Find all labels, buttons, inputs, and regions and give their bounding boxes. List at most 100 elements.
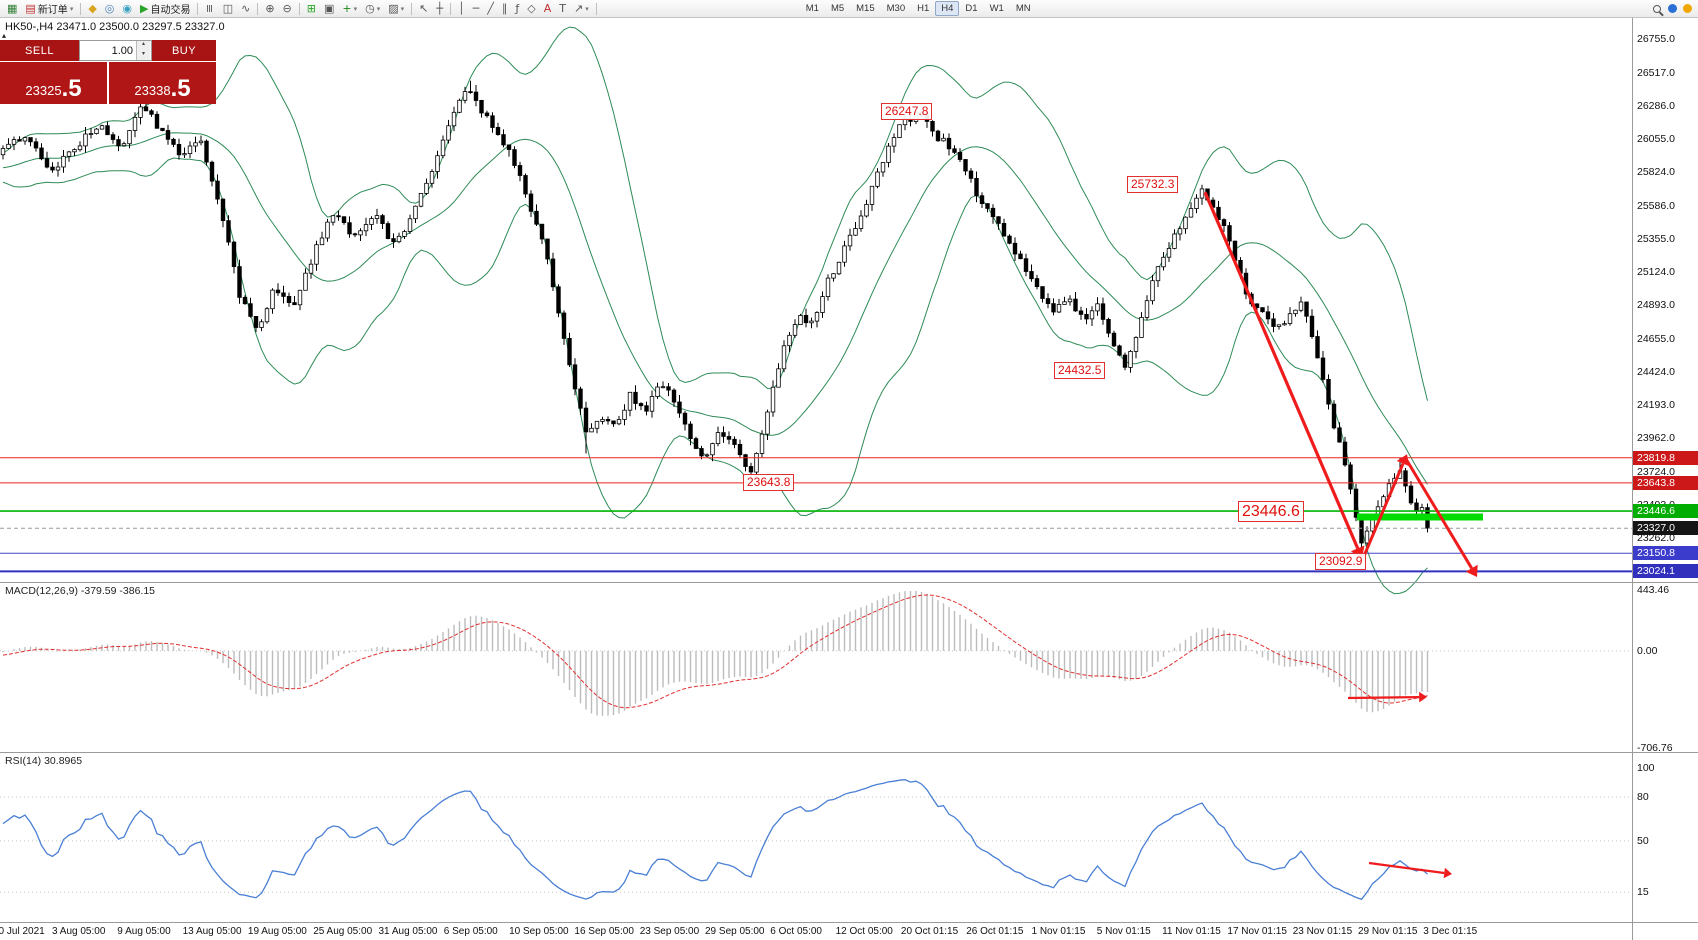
fibonacci-button[interactable]: ƒ <box>511 1 523 17</box>
time-axis-label: 19 Aug 05:00 <box>247 926 307 937</box>
tile-windows-icon: ⊞ <box>306 2 316 15</box>
sell-button[interactable]: SELL <box>0 40 79 61</box>
metaeditor-button[interactable]: ◆ <box>84 1 100 17</box>
price-axis-tick: 23724.0 <box>1637 465 1675 478</box>
buy-price-int: 23338 <box>134 83 171 98</box>
time-axis-label: 11 Nov 01:15 <box>1162 926 1221 937</box>
text-icon: A <box>543 2 552 15</box>
macd-axis-value: -706.76 <box>1637 742 1673 754</box>
chart-title: HK50-,H4 23471.0 23500.0 23297.5 23327.0 <box>5 21 225 33</box>
price-axis-separator[interactable] <box>1632 18 1633 940</box>
time-axis-label: 16 Sep 05:00 <box>574 926 634 937</box>
rsi-axis-value: 80 <box>1637 791 1649 803</box>
rsi-panel-splitter[interactable] <box>0 752 1698 753</box>
chevron-down-icon: ▾ <box>69 4 74 13</box>
sell-price[interactable]: 23325.5 <box>0 62 107 104</box>
timeframe-mn-button[interactable]: MN <box>1015 3 1031 14</box>
new-order-button[interactable]: ▤ 新订单 ▾ <box>21 1 77 17</box>
search-icon <box>1653 4 1661 13</box>
timeframe-m1-button[interactable]: M1 <box>805 3 819 14</box>
trendline-button[interactable]: ╱ <box>483 1 498 17</box>
one-click-panel-toggle[interactable]: ▴ <box>2 31 7 40</box>
volume-input[interactable] <box>80 41 136 60</box>
fibonacci-icon: ƒ <box>515 2 520 15</box>
crosshair-button[interactable]: ┼ <box>432 1 447 17</box>
price-tag: 23327.0 <box>1633 521 1698 536</box>
search-button[interactable] <box>1649 1 1665 17</box>
zoom-out-icon: ⊖ <box>282 2 292 15</box>
sell-price-frac: .5 <box>61 75 82 102</box>
timeframe-m5-button[interactable]: M5 <box>830 3 845 14</box>
templates-icon: ▨ <box>388 2 399 15</box>
text-button[interactable]: A <box>540 1 556 17</box>
chevron-down-icon: ▾ <box>400 4 405 13</box>
profiles-button[interactable]: ◎ <box>101 1 119 17</box>
new-order-icon: ▤ <box>25 2 36 15</box>
toolbar-separator <box>80 2 82 15</box>
shapes-button[interactable]: ◇ <box>523 1 539 17</box>
trend-arrows[interactable] <box>1203 191 1478 578</box>
price-callout: 23643.8 <box>743 474 795 492</box>
channel-button[interactable]: ∥ <box>498 1 512 17</box>
horizontal-line-button[interactable]: ─ <box>469 1 484 17</box>
toolbar-separator <box>298 2 300 15</box>
arrows-tool-icon: ↗ <box>574 2 584 15</box>
label-icon: T <box>559 2 566 15</box>
macd-panel-splitter[interactable] <box>0 582 1698 583</box>
templates-button[interactable]: ▨ ▾ <box>384 1 408 17</box>
time-axis-label: 12 Oct 05:00 <box>835 926 893 937</box>
bar-chart-button[interactable]: ≡ <box>201 1 218 17</box>
price-axis-tick: 26055.0 <box>1637 132 1675 145</box>
vertical-line-button[interactable]: │ <box>454 1 469 17</box>
volume-up-button[interactable]: ▴ <box>137 41 150 51</box>
channel-icon: ∥ <box>501 2 508 15</box>
timeframe-m30-button[interactable]: M30 <box>886 3 906 14</box>
timeframe-h1-button[interactable]: H1 <box>917 3 930 14</box>
timeframe-w1-button[interactable]: W1 <box>989 3 1004 14</box>
timeframe-d1-button[interactable]: D1 <box>965 3 978 14</box>
sell-price-int: 23325 <box>25 83 62 98</box>
autotrading-button[interactable]: ▶ 自动交易 <box>136 1 194 17</box>
rsi-label: RSI(14) 30.8965 <box>5 755 83 767</box>
buy-button[interactable]: BUY <box>152 40 216 61</box>
price-axis-tick: 24193.0 <box>1637 398 1675 411</box>
label-button[interactable]: T <box>555 1 570 17</box>
new-order-label: 新订单 <box>37 5 68 16</box>
volume-down-button[interactable]: ▾ <box>137 50 150 60</box>
time-axis[interactable]: 30 Jul 2021 3 Aug 05:00 9 Aug 05:00 13 Aug … <box>0 923 1632 940</box>
price-axis-tick: 25355.0 <box>1637 232 1675 245</box>
cascade-windows-button[interactable]: ▣ <box>320 1 338 17</box>
chevron-down-icon: ▾ <box>585 4 589 13</box>
horizontal-level-lines[interactable] <box>0 457 1632 573</box>
status-blue-button[interactable] <box>1668 4 1677 13</box>
status-yellow-button[interactable] <box>1683 4 1692 13</box>
price-axis-tick: 23962.0 <box>1637 431 1675 444</box>
cursor-button[interactable]: ↖ <box>415 1 432 17</box>
alerts-button[interactable]: ◉ <box>118 1 136 17</box>
toolbar-separator <box>197 2 199 15</box>
periods-button[interactable]: ◷ ▾ <box>361 1 384 17</box>
time-axis-label: 3 Aug 05:00 <box>52 926 106 937</box>
timeframe-h4-button[interactable]: H4 <box>935 1 960 16</box>
arrows-tool-button[interactable]: ↗ ▾ <box>570 1 593 17</box>
zoom-in-button[interactable]: ⊕ <box>261 1 278 17</box>
price-axis-tick: 25124.0 <box>1637 265 1675 278</box>
time-axis-label: 29 Sep 05:00 <box>705 926 765 937</box>
candle-chart-button[interactable]: ◫ <box>219 1 237 17</box>
profiles-icon: ◎ <box>104 2 115 15</box>
trendline-icon: ╱ <box>487 2 494 15</box>
price-tag: 23446.6 <box>1633 504 1698 519</box>
macd-axis-value: 443.46 <box>1637 584 1670 596</box>
price-axis-tick: 25586.0 <box>1637 199 1675 212</box>
chart-window-button[interactable]: ▦ <box>3 1 21 17</box>
buy-price[interactable]: 23338.5 <box>109 62 216 104</box>
line-chart-button[interactable]: ∿ <box>237 1 254 17</box>
tile-windows-button[interactable]: ⊞ <box>303 1 320 17</box>
zoom-out-button[interactable]: ⊖ <box>279 1 296 17</box>
macd-signal-line <box>2 594 1428 709</box>
buy-price-frac: .5 <box>170 75 191 102</box>
timeframe-m15-button[interactable]: M15 <box>856 3 875 14</box>
time-axis-label: 29 Nov 01:15 <box>1358 926 1418 937</box>
indicators-button[interactable]: + ▾ <box>338 1 361 17</box>
indicator-arrows[interactable] <box>1347 691 1452 879</box>
